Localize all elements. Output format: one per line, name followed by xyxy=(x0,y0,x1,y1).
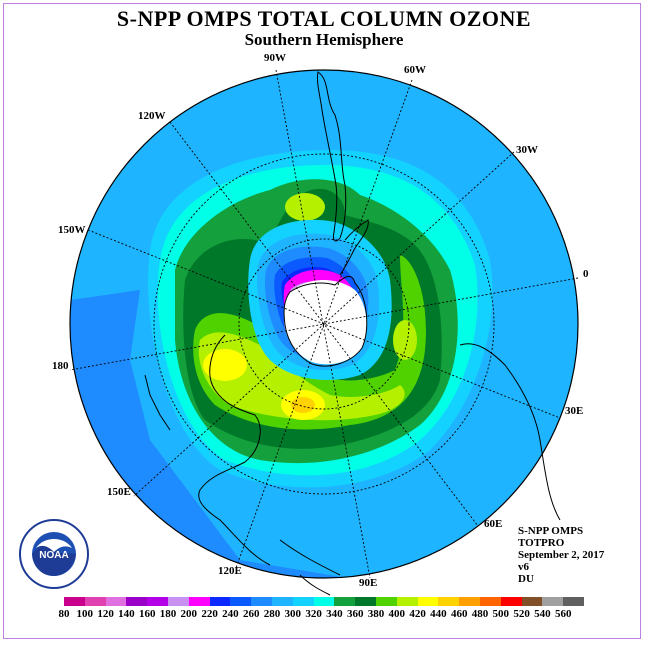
graticule xyxy=(69,69,579,579)
color-scale-segment xyxy=(334,597,356,606)
color-scale-segment xyxy=(396,597,418,606)
color-scale-segment xyxy=(209,597,231,606)
color-scale-label: 400 xyxy=(388,608,406,620)
color-scale-segment xyxy=(375,597,397,606)
color-scale-label: 420 xyxy=(409,608,426,620)
color-scale-label: 360 xyxy=(346,608,364,620)
color-scale-label: 500 xyxy=(492,608,510,620)
color-scale-segment xyxy=(542,597,564,606)
color-scale-segment xyxy=(417,597,439,606)
color-scale-label: 300 xyxy=(284,608,302,620)
longitude-label-150w: 150W xyxy=(58,224,86,236)
color-scale-label: 440 xyxy=(430,608,447,620)
color-scale-label: 380 xyxy=(367,608,385,620)
longitude-label-90w: 90W xyxy=(264,52,286,64)
longitude-label-30e: 30E xyxy=(565,405,584,417)
coastlines xyxy=(144,71,561,596)
polar-night-no-data xyxy=(283,280,367,365)
color-scale-label: 200 xyxy=(180,608,198,620)
ozone-380-high-east xyxy=(393,320,417,360)
longitude-label-30w: 30W xyxy=(516,144,538,156)
color-scale-segment xyxy=(271,597,293,606)
color-scale-label: 540 xyxy=(534,608,551,620)
map-outer-boundary xyxy=(69,69,579,579)
color-scale-segment xyxy=(126,597,148,606)
ozone-420-peak-west xyxy=(203,349,247,381)
noaa-logo: NOAA xyxy=(19,519,89,589)
meridian-120w-60e xyxy=(169,121,479,527)
color-scale-labels: 80 100 120 140 160 180 200 220 240 260 280 300 320 34… xyxy=(55,608,595,622)
longitude-label-120w: 120W xyxy=(138,110,166,122)
south-america-coastline xyxy=(317,71,347,242)
map-title: S-NPP OMPS TOTAL COLUMN OZONE xyxy=(116,6,532,31)
color-scale-label: 260 xyxy=(242,608,260,620)
color-scale-segment xyxy=(355,597,376,606)
info-date: September 2, 2017 xyxy=(518,549,605,561)
color-scale-segment xyxy=(147,597,168,606)
australia-coastline xyxy=(198,334,271,566)
color-scale-label: 220 xyxy=(201,608,218,620)
longitude-label-90e: 90E xyxy=(359,577,378,589)
color-scale-label: 320 xyxy=(305,608,322,620)
longitude-label-0: 0 xyxy=(583,268,589,280)
color-scale-segment xyxy=(563,597,584,606)
color-scale-segment xyxy=(105,597,127,606)
color-scale-label: 120 xyxy=(97,608,114,620)
color-scale-segment xyxy=(251,597,272,606)
info-units: DU xyxy=(518,573,534,585)
color-scale-segment xyxy=(230,597,252,606)
longitude-label-60e: 60E xyxy=(484,518,503,530)
color-scale-segment xyxy=(438,597,460,606)
color-scale-label: 560 xyxy=(554,608,572,620)
ozone-380-high-north xyxy=(285,193,325,221)
color-scale-segment xyxy=(500,597,522,606)
meridian-150w-30e xyxy=(87,229,561,419)
longitude-label-120e: 120E xyxy=(218,565,242,577)
color-scale-segment xyxy=(313,597,335,606)
color-scale-segment xyxy=(521,597,543,606)
info-satellite: S-NPP OMPS xyxy=(518,525,584,537)
map-subtitle: Southern Hemisphere xyxy=(244,30,404,49)
svg-text:NOAA: NOAA xyxy=(39,550,68,561)
meridian-60w-120e xyxy=(235,79,413,569)
info-product: TOTPRO xyxy=(518,537,565,549)
color-scale-label: 100 xyxy=(76,608,94,620)
product-info: S-NPP OMPS TOTPRO September 2, 2017 v6 D… xyxy=(518,525,604,585)
latitude-circle-inner xyxy=(238,238,410,410)
color-scale-label: 520 xyxy=(513,608,530,620)
longitude-label-180: 180 xyxy=(52,360,69,372)
color-scale-label: 480 xyxy=(471,608,489,620)
color-scale-label: 280 xyxy=(263,608,281,620)
longitude-label-60w: 60W xyxy=(404,64,426,76)
color-scale-label: 80 xyxy=(58,608,70,620)
color-scale-label: 240 xyxy=(222,608,239,620)
meridian-30w-150e xyxy=(133,151,515,497)
color-scale-segment xyxy=(167,597,189,606)
color-scale-segment xyxy=(64,597,85,606)
color-scale-label: 340 xyxy=(326,608,343,620)
antarctica-coastline xyxy=(283,275,368,367)
africa-coastline xyxy=(459,343,561,521)
color-scale-segment xyxy=(188,597,210,606)
color-scale-segment xyxy=(292,597,314,606)
latitude-circle-middle xyxy=(153,153,495,495)
color-scale-label: 180 xyxy=(159,608,177,620)
antarctic-peninsula-coastline xyxy=(339,219,369,276)
color-scale-label: 460 xyxy=(450,608,468,620)
ozone-440-peak-center xyxy=(291,397,315,413)
longitude-label-150e: 150E xyxy=(107,486,131,498)
color-scale-label: 160 xyxy=(138,608,156,620)
figure-frame xyxy=(3,3,641,639)
color-scale-segment xyxy=(84,597,106,606)
color-scale-segment xyxy=(459,597,480,606)
color-scale-label: 140 xyxy=(118,608,135,620)
info-version: v6 xyxy=(518,561,529,573)
color-scale-segment xyxy=(479,597,501,606)
ozone-400-contour xyxy=(198,332,405,421)
color-scale-bar xyxy=(64,597,584,606)
new-zealand-coastline xyxy=(144,374,171,431)
